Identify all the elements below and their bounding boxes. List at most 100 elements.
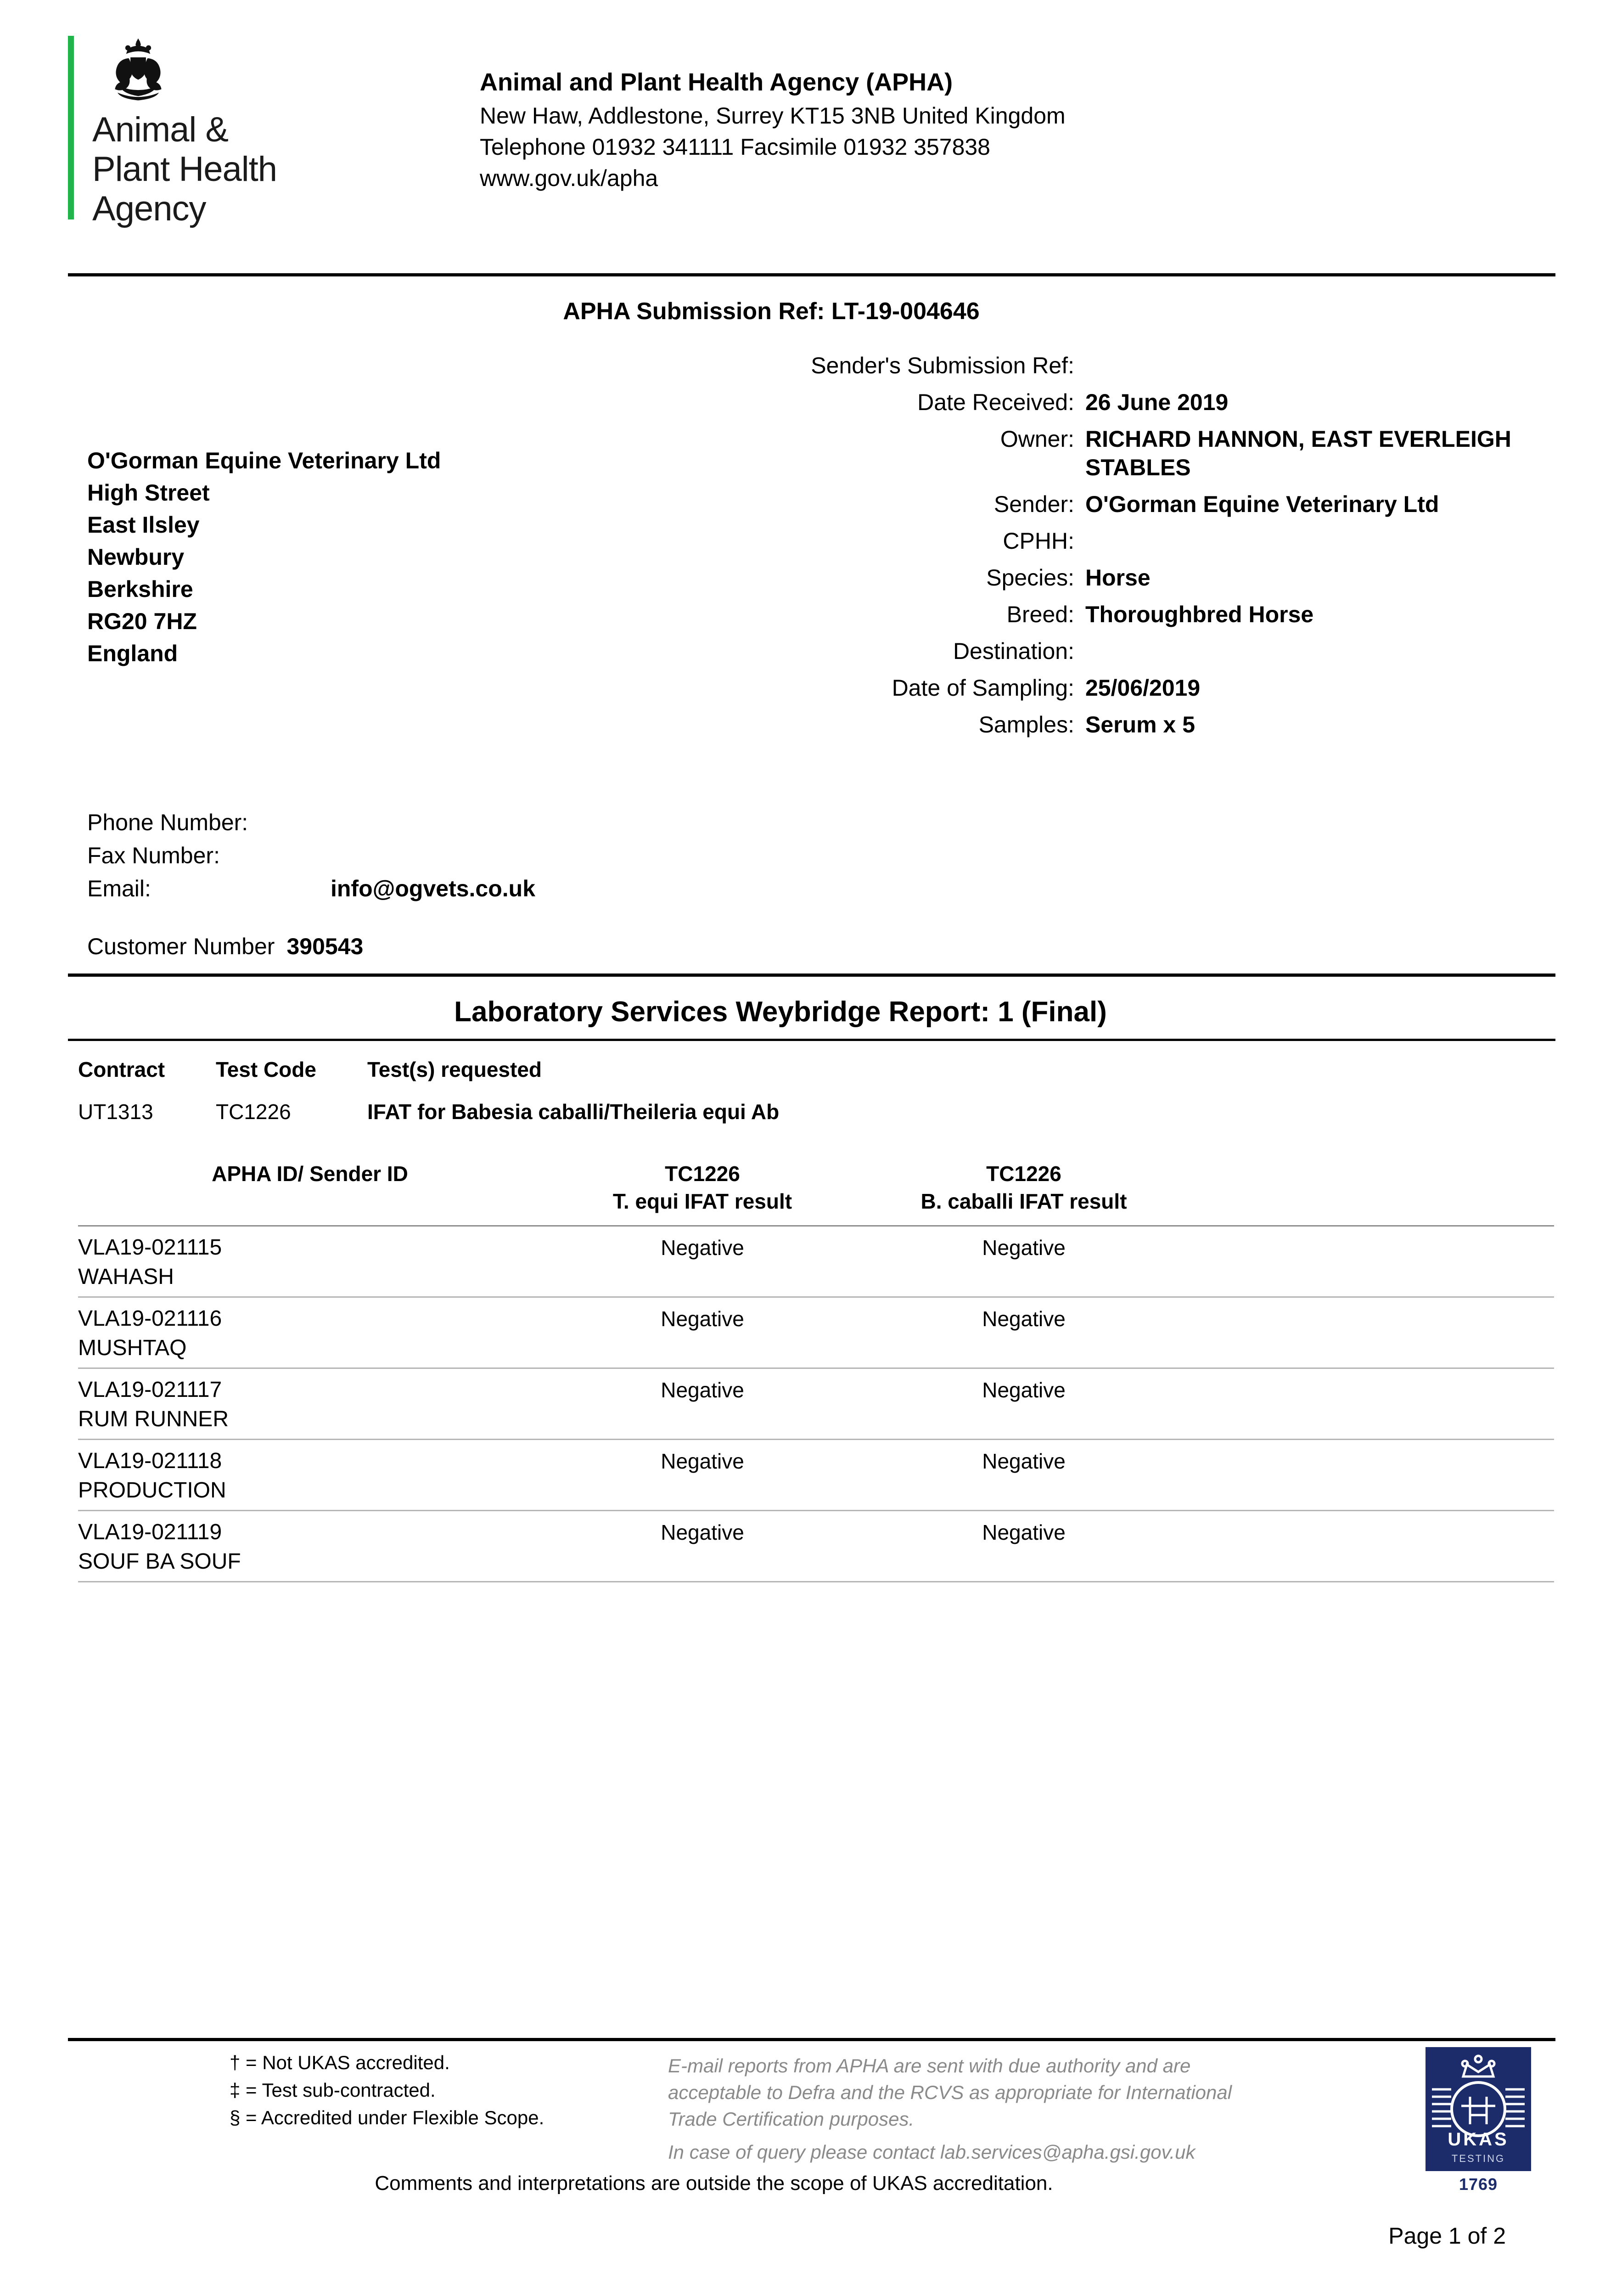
ukas-wordmark: UKAS [1448,2129,1509,2150]
logo-line-1: Animal & [92,110,229,149]
legend-item-not-accredited: † = Not UKAS accredited. [230,2052,450,2073]
fax-label: Fax Number: [87,843,220,868]
apha-id: VLA19-021119 [78,1520,222,1544]
detail-row-samples: Samples: Serum x 5 [753,710,1561,739]
sample-id-cell: VLA19-021115 WAHASH [78,1233,542,1292]
detail-row-date-sampling: Date of Sampling: 25/06/2019 [753,674,1561,702]
results-header-col2-name: B. caballi IFAT result [920,1189,1127,1213]
table-row: VLA19-021115 WAHASH Negative Negative [78,1227,1554,1298]
apha-id: VLA19-021115 [78,1235,222,1260]
apha-id: VLA19-021116 [78,1306,222,1331]
address-line: Newbury [87,544,185,570]
sample-id-cell: VLA19-021119 SOUF BA SOUF [78,1518,542,1576]
detail-row-date-received: Date Received: 26 June 2019 [753,388,1561,416]
detail-label: Samples: [978,712,1074,737]
sample-id-cell: VLA19-021118 PRODUCTION [78,1446,542,1505]
detail-value: 26 June 2019 [1085,389,1229,415]
detail-value: Horse [1085,565,1151,591]
report-title: Laboratory Services Weybridge Report: 1 … [454,996,1107,1028]
detail-row-species: Species: Horse [753,563,1561,592]
sender-id: RUM RUNNER [78,1407,229,1431]
ukas-subtitle: TESTING [1451,2153,1505,2164]
contract-col-header: Contract [78,1058,165,1081]
sender-id: WAHASH [78,1265,174,1289]
contact-row-phone: Phone Number: [87,806,535,839]
tests-requested-value: IFAT for Babesia caballi/Theileria equi … [367,1100,780,1124]
contact-block: Phone Number: Fax Number: Email: info@og… [87,806,535,905]
detail-label: Sender: [993,491,1074,517]
footer-notice: E-mail reports from APHA are sent with d… [668,2053,1329,2166]
logo-line-2: Plant Health [92,150,277,189]
results-header-col1: TC1226 T. equi IFAT result [542,1160,863,1215]
detail-row-cphh: CPHH: [753,527,1561,555]
sender-id: PRODUCTION [78,1478,226,1503]
ukas-comments-note: Comments and interpretations are outside… [375,2172,1053,2195]
footer-spacer [668,2133,1329,2139]
customer-number-row: Customer Number 390543 [87,932,363,961]
b-caballi-result: Negative [982,1449,1066,1473]
address-line: England [87,641,178,666]
apha-id: VLA19-021117 [78,1378,222,1402]
contact-row-fax: Fax Number: [87,839,535,872]
results-header-col1-name: T. equi IFAT result [612,1189,792,1213]
footer-divider [68,2038,1555,2041]
results-table: APHA ID/ Sender ID TC1226 T. equi IFAT r… [78,1148,1554,1582]
detail-label: Breed: [1006,602,1074,627]
footer-notice-line: acceptable to Defra and the RCVS as appr… [668,2082,1232,2103]
footer-query-line: In case of query please contact lab.serv… [668,2141,1195,2163]
detail-label: Date Received: [917,389,1074,415]
results-header-col1-code: TC1226 [665,1162,740,1186]
b-caballi-result: Negative [982,1307,1066,1331]
page-header: Animal & Plant Health Agency Animal and … [0,0,1622,276]
detail-value: 25/06/2019 [1085,675,1201,701]
t-equi-result: Negative [661,1236,744,1260]
logo-accent-bar [68,36,74,219]
table-row: VLA19-021116 MUSHTAQ Negative Negative [78,1298,1554,1369]
agency-telephone: Telephone 01932 341111 Facsimile 01932 3… [480,134,990,160]
contact-row-email: Email: info@ogvets.co.uk [87,872,535,905]
address-line: Berkshire [87,576,193,602]
table-row: VLA19-021117 RUM RUNNER Negative Negativ… [78,1369,1554,1440]
address-line: O'Gorman Equine Veterinary Ltd [87,448,441,473]
detail-value: RICHARD HANNON, EAST EVERLEIGH STABLES [1085,426,1511,480]
email-value: info@ogvets.co.uk [331,876,536,901]
sender-id: SOUF BA SOUF [78,1549,241,1574]
address-line: High Street [87,480,210,506]
results-header-col2: TC1226 B. caballi IFAT result [863,1160,1184,1215]
detail-label: Species: [986,565,1074,591]
ukas-logo-icon: UKAS TESTING [1426,2047,1531,2171]
table-row: VLA19-021118 PRODUCTION Negative Negativ… [78,1440,1554,1511]
t-equi-result: Negative [661,1449,744,1473]
submission-ref: APHA Submission Ref: LT-19-004646 [563,298,980,325]
detail-label: CPHH: [1003,528,1074,554]
ukas-emblem-icon [1432,2054,1525,2137]
test-code-value: TC1226 [216,1100,291,1124]
page-number: Page 1 of 2 [1388,2223,1506,2249]
ukas-accreditation-number: 1769 [1459,2175,1498,2194]
detail-row-sender-ref: Sender's Submission Ref: [753,351,1561,380]
contract-header-row: Contract Test Code Test(s) requested [78,1056,542,1083]
contract-value: UT1313 [78,1100,153,1124]
sample-id-cell: VLA19-021116 MUSHTAQ [78,1304,542,1363]
t-equi-result: Negative [661,1520,744,1544]
tests-requested-col-header: Test(s) requested [367,1058,542,1081]
logo-content: Animal & Plant Health Agency [92,36,277,229]
apha-id: VLA19-021118 [78,1449,222,1473]
apha-logo: Animal & Plant Health Agency [68,36,353,229]
address-line: East Ilsley [87,512,200,538]
logo-line-3: Agency [92,189,207,228]
test-code-col-header: Test Code [216,1058,316,1081]
b-caballi-result: Negative [982,1520,1066,1544]
customer-number-value: 390543 [286,934,364,959]
table-row: VLA19-021119 SOUF BA SOUF Negative Negat… [78,1511,1554,1582]
address-line: RG20 7HZ [87,608,197,634]
detail-label: Owner: [1000,426,1074,452]
submission-details: Sender's Submission Ref: Date Received: … [753,351,1561,747]
detail-value: Serum x 5 [1085,712,1195,737]
detail-value: Thoroughbred Horse [1085,602,1314,627]
phone-label: Phone Number: [87,810,248,835]
sample-id-cell: VLA19-021117 RUM RUNNER [78,1375,542,1434]
accreditation-legend: † = Not UKAS accredited. ‡ = Test sub-co… [230,2049,544,2132]
detail-label: Date of Sampling: [892,675,1074,701]
